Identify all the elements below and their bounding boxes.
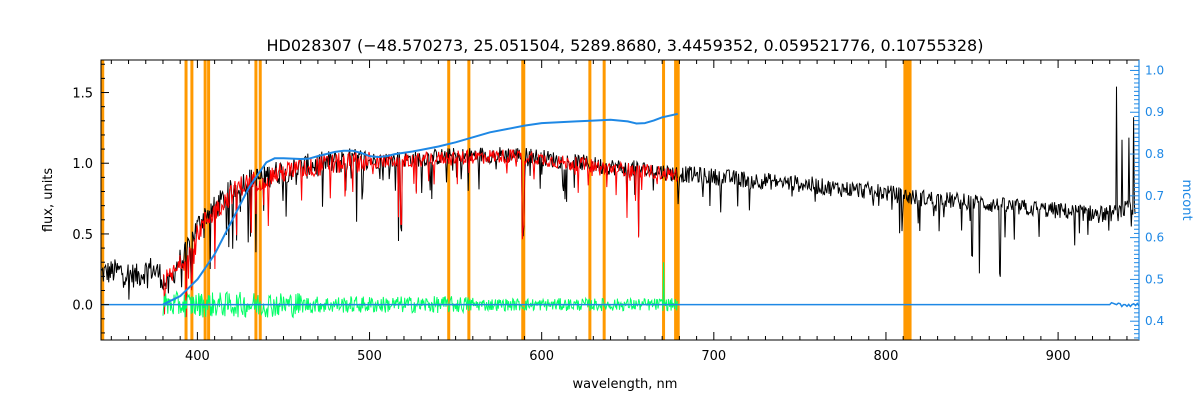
y-tick-label: 0.0 [72,299,93,314]
y-right-tick-label: 0.5 [1145,272,1164,286]
x-tick-label: 500 [357,349,382,364]
masked-line-regions [101,60,912,340]
series-continuum [162,112,678,306]
y-right-tick-label: 0.6 [1145,231,1164,245]
masked-line [447,60,451,340]
masked-line [662,60,666,340]
series-residual [162,262,678,319]
masked-line [588,60,592,340]
chart-title: HD028307 (−48.570273, 25.051504, 5289.86… [267,36,984,55]
y-tick-label: 1.5 [72,87,93,102]
x-tick-label: 800 [874,349,899,364]
y-right-tick-label: 0.7 [1145,189,1164,203]
x-tick-label: 700 [701,349,726,364]
y-tick-label: 0.5 [72,228,93,243]
masked-line [190,60,194,340]
x-tick-label: 400 [185,349,210,364]
plot-series [100,86,1140,319]
y-right-tick-label: 1.0 [1145,63,1164,77]
masked-line [184,60,188,340]
y-axis-right: 0.4 0.5 0.6 0.7 0.8 0.9 1.0 [1130,63,1164,339]
x-tick-label: 900 [1046,349,1071,364]
y-axis-title: flux, units [41,168,56,233]
series-model [162,148,678,318]
x-tick-label: 600 [529,349,554,364]
masked-line [467,60,471,340]
zero-baseline [101,301,1140,308]
y-right-tick-label: 0.4 [1145,314,1164,328]
masked-line [207,60,211,340]
masked-line [203,60,207,340]
y-right-tick-label: 0.8 [1145,147,1164,161]
y-axis-left: 0.0 0.5 1.0 1.5 [72,63,109,334]
y-tick-label: 1.0 [72,157,93,172]
masked-line [101,60,105,340]
masked-line [908,60,912,340]
y-axis-right-title: mcont [1179,179,1194,220]
y-right-tick-label: 0.9 [1145,105,1164,119]
masked-line [602,60,606,340]
masked-line [674,60,678,340]
masked-line [903,60,907,340]
x-axis: 400 500 600 700 800 900 [110,60,1128,364]
x-axis-title: wavelength, nm [573,377,678,392]
masked-line [258,60,262,340]
